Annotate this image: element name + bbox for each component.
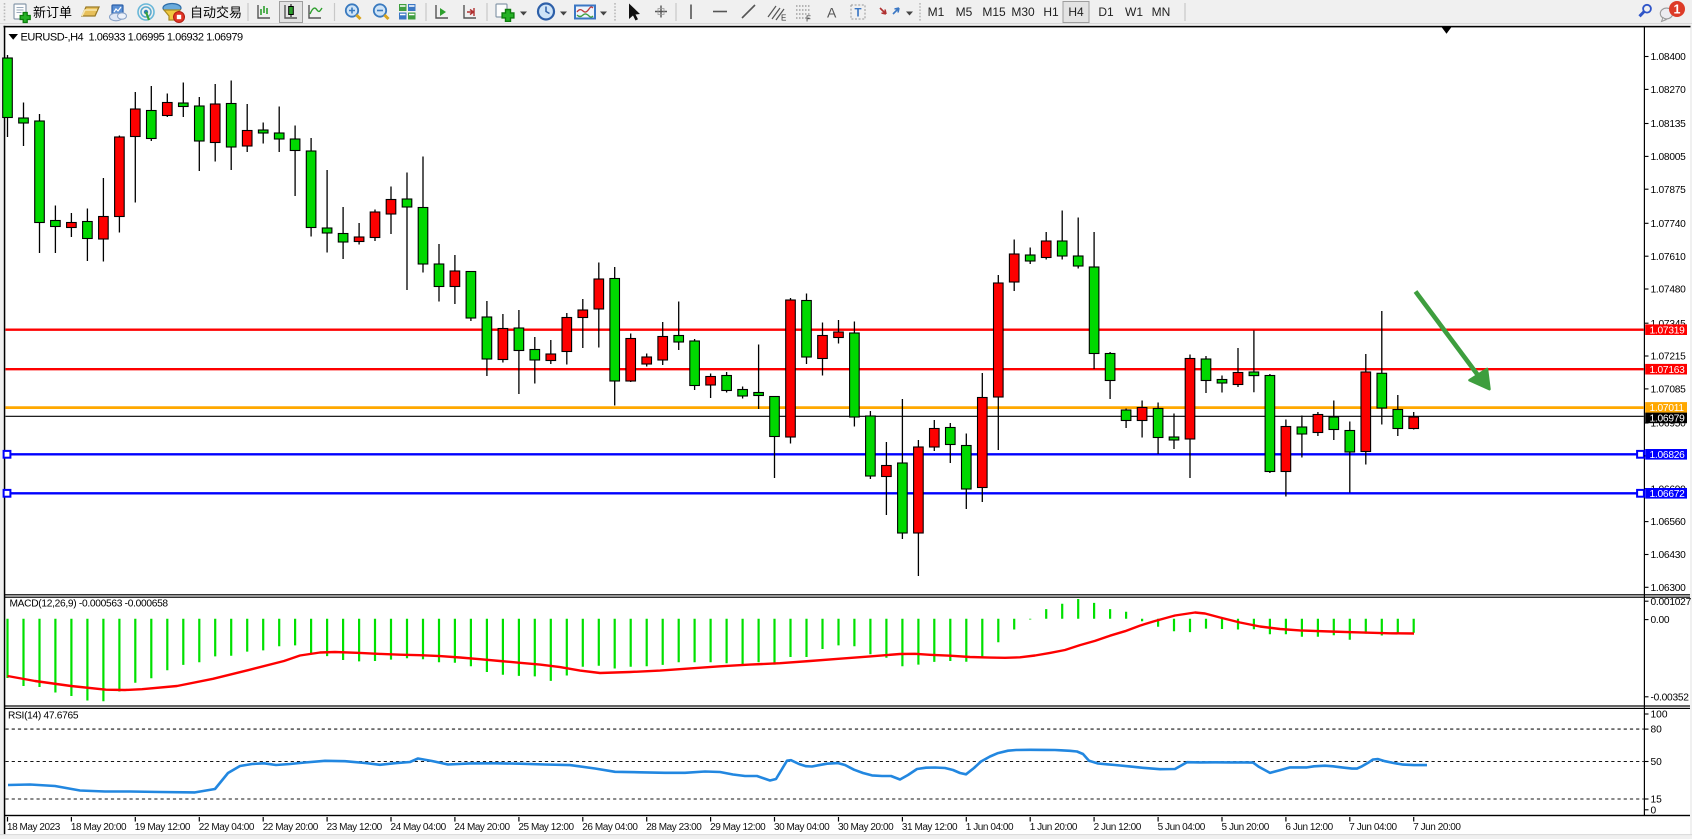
svg-text:29 May 12:00: 29 May 12:00 [710, 822, 766, 833]
svg-text:24 May 20:00: 24 May 20:00 [454, 822, 510, 833]
svg-text:22 May 04:00: 22 May 04:00 [199, 822, 255, 833]
svg-text:0.001027: 0.001027 [1651, 597, 1692, 608]
svg-text:28 May 23:00: 28 May 23:00 [646, 822, 702, 833]
svg-text:A: A [827, 5, 837, 21]
svg-text:1.08400: 1.08400 [1651, 52, 1687, 63]
svg-text:23 May 12:00: 23 May 12:00 [327, 822, 383, 833]
svg-text:F: F [806, 15, 811, 24]
svg-text:30 May 20:00: 30 May 20:00 [838, 822, 894, 833]
svg-text:5 Jun 20:00: 5 Jun 20:00 [1222, 822, 1270, 833]
svg-text:26 May 04:00: 26 May 04:00 [582, 822, 638, 833]
svg-text:2 Jun 12:00: 2 Jun 12:00 [1094, 822, 1142, 833]
svg-text:1.08270: 1.08270 [1651, 85, 1687, 96]
svg-text:W1: W1 [1125, 5, 1143, 19]
svg-text:MACD(12,26,9) -0.000563 -0.000: MACD(12,26,9) -0.000563 -0.000658 [10, 599, 169, 610]
svg-text:1.07345: 1.07345 [1651, 319, 1687, 330]
svg-text:MN: MN [1152, 5, 1171, 19]
svg-text:新订单: 新订单 [33, 5, 72, 20]
svg-text:15: 15 [1651, 795, 1663, 806]
svg-text:1.07215: 1.07215 [1651, 352, 1687, 363]
svg-text:H1: H1 [1043, 5, 1059, 19]
svg-text:1.08005: 1.08005 [1651, 152, 1687, 163]
svg-text:1.06979: 1.06979 [1650, 414, 1686, 425]
svg-text:0.00: 0.00 [1651, 615, 1670, 626]
svg-text:22 May 20:00: 22 May 20:00 [263, 822, 319, 833]
svg-text:1.06560: 1.06560 [1651, 517, 1687, 528]
svg-text:1.06826: 1.06826 [1650, 450, 1686, 461]
svg-text:1.07011: 1.07011 [1650, 403, 1685, 414]
svg-text:RSI(14) 47.6765: RSI(14) 47.6765 [8, 711, 79, 722]
svg-text:50: 50 [1651, 757, 1663, 768]
svg-text:1.08135: 1.08135 [1651, 119, 1687, 130]
svg-text:1.07480: 1.07480 [1651, 285, 1687, 296]
svg-text:T: T [855, 8, 862, 20]
svg-text:自动交易: 自动交易 [190, 5, 242, 20]
svg-text:6 Jun 12:00: 6 Jun 12:00 [1285, 822, 1333, 833]
svg-text:M30: M30 [1011, 5, 1035, 19]
svg-text:24 May 04:00: 24 May 04:00 [391, 822, 447, 833]
svg-text:1 Jun 04:00: 1 Jun 04:00 [966, 822, 1014, 833]
svg-text:1.06430: 1.06430 [1651, 550, 1687, 561]
svg-text:18 May 2023: 18 May 2023 [7, 822, 61, 833]
svg-text:1.07875: 1.07875 [1651, 185, 1687, 196]
svg-text:M5: M5 [956, 5, 973, 19]
svg-text:1 Jun 20:00: 1 Jun 20:00 [1030, 822, 1078, 833]
svg-text:5 Jun 04:00: 5 Jun 04:00 [1158, 822, 1206, 833]
svg-text:1.07163: 1.07163 [1650, 365, 1686, 376]
svg-text:EURUSD-,H4 1.06933 1.06995 1.: EURUSD-,H4 1.06933 1.06995 1.06932 1.069… [21, 32, 244, 44]
svg-text:M15: M15 [982, 5, 1006, 19]
svg-text:M1: M1 [928, 5, 945, 19]
svg-text:-0.00352: -0.00352 [1651, 692, 1690, 703]
svg-text:100: 100 [1651, 710, 1668, 721]
svg-text:18 May 20:00: 18 May 20:00 [71, 822, 127, 833]
svg-text:30 May 04:00: 30 May 04:00 [774, 822, 830, 833]
svg-text:1.06950: 1.06950 [1651, 419, 1687, 430]
svg-text:7 Jun 20:00: 7 Jun 20:00 [1413, 822, 1461, 833]
svg-text:80: 80 [1651, 725, 1663, 736]
svg-text:31 May 12:00: 31 May 12:00 [902, 822, 958, 833]
svg-text:1.07740: 1.07740 [1651, 219, 1687, 230]
svg-text:H4: H4 [1068, 5, 1084, 19]
svg-text:1.07085: 1.07085 [1651, 385, 1687, 396]
svg-text:1.06672: 1.06672 [1650, 489, 1686, 500]
svg-text:7 Jun 04:00: 7 Jun 04:00 [1349, 822, 1397, 833]
svg-text:19 May 12:00: 19 May 12:00 [135, 822, 191, 833]
svg-text:E: E [781, 14, 786, 23]
svg-text:0: 0 [1651, 805, 1657, 816]
svg-text:D1: D1 [1098, 5, 1114, 19]
svg-text:1: 1 [1674, 2, 1681, 16]
svg-text:1.07610: 1.07610 [1651, 252, 1687, 263]
svg-text:1.06300: 1.06300 [1651, 583, 1687, 594]
svg-text:25 May 12:00: 25 May 12:00 [518, 822, 574, 833]
svg-text:1.07319: 1.07319 [1650, 326, 1686, 337]
